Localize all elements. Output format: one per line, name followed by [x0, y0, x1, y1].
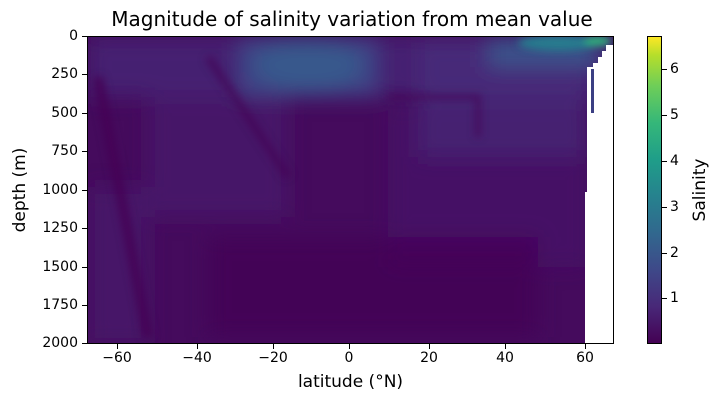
y-tick-label: 2000 — [42, 335, 78, 351]
y-tick-mark — [82, 267, 87, 268]
y-tick-label: 1000 — [42, 182, 78, 198]
x-tick-mark — [273, 344, 274, 349]
chart-title: Magnitude of salinity variation from mea… — [111, 7, 593, 31]
colorbar-tick-mark — [662, 253, 667, 254]
x-axis-label: latitude (°N) — [297, 372, 404, 392]
colorbar-tick-mark — [662, 69, 667, 70]
x-tick-label: −20 — [258, 350, 288, 366]
colorbar-tick-mark — [662, 161, 667, 162]
colorbar — [647, 36, 662, 344]
y-tick-mark — [82, 113, 87, 114]
y-tick-label: 1250 — [42, 220, 78, 236]
x-tick-mark — [505, 344, 506, 349]
colorbar-tick-mark — [662, 115, 667, 116]
colorbar-tick-label: 3 — [670, 199, 679, 215]
y-tick-label: 0 — [69, 28, 78, 44]
y-tick-label: 250 — [51, 66, 78, 82]
y-tick-label: 1500 — [42, 259, 78, 275]
x-tick-mark — [197, 344, 198, 349]
x-tick-label: −40 — [182, 350, 212, 366]
x-tick-mark — [585, 344, 586, 349]
colorbar-tick-label: 1 — [670, 290, 679, 306]
y-tick-label: 750 — [51, 143, 78, 159]
y-tick-mark — [82, 151, 87, 152]
colorbar-label: Salinity — [690, 158, 710, 222]
y-tick-mark — [82, 190, 87, 191]
colorbar-tick-mark — [662, 298, 667, 299]
colorbar-tick-label: 6 — [670, 61, 679, 77]
x-tick-label: −60 — [102, 350, 132, 366]
x-tick-mark — [429, 344, 430, 349]
colorbar-tick-label: 4 — [670, 153, 679, 169]
heatmap-image — [88, 37, 613, 343]
y-tick-mark — [82, 228, 87, 229]
y-tick-label: 1750 — [42, 297, 78, 313]
y-tick-mark — [82, 305, 87, 306]
colorbar-tick-label: 2 — [670, 245, 679, 261]
y-tick-label: 500 — [51, 105, 78, 121]
x-tick-mark — [349, 344, 350, 349]
x-tick-label: 60 — [576, 350, 594, 366]
x-tick-label: 20 — [420, 350, 438, 366]
colorbar-tick-label: 5 — [670, 107, 679, 123]
y-tick-mark — [82, 74, 87, 75]
x-tick-label: 0 — [344, 350, 354, 366]
colorbar-tick-mark — [662, 207, 667, 208]
y-tick-mark — [82, 343, 87, 344]
x-tick-label: 40 — [496, 350, 514, 366]
x-tick-mark — [117, 344, 118, 349]
y-tick-mark — [82, 36, 87, 37]
heatmap-plot-area — [87, 36, 614, 344]
y-axis-label: depth (m) — [10, 147, 30, 233]
